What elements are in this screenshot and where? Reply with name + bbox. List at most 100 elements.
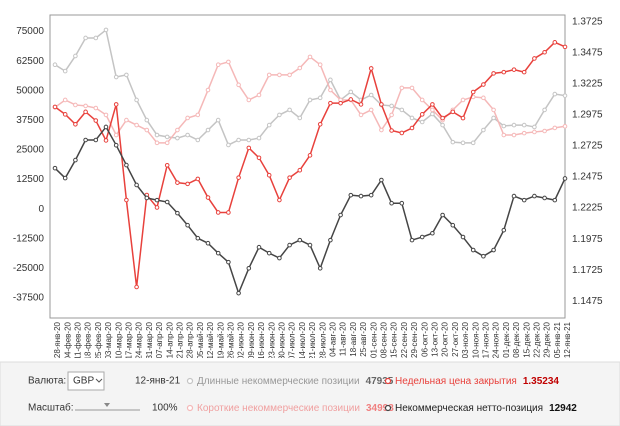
point bbox=[521, 69, 527, 75]
point bbox=[226, 210, 231, 215]
point bbox=[532, 129, 537, 135]
point bbox=[124, 197, 129, 203]
point bbox=[368, 192, 374, 198]
point bbox=[144, 195, 150, 201]
point bbox=[430, 102, 435, 107]
point bbox=[93, 118, 99, 123]
x-labels: 28-янв-20 04-фев-20 11-фев-20 18-фев-20 25-ф… bbox=[53, 321, 572, 360]
legend-entry: Короткие некоммерческие позиции 34993 bbox=[197, 403, 394, 414]
point bbox=[481, 253, 486, 259]
point bbox=[542, 107, 547, 113]
point bbox=[164, 199, 170, 205]
x-tick-label: 10-ноя-20 bbox=[471, 321, 480, 358]
x-tick-label: 28-апр-20 bbox=[186, 321, 195, 358]
point bbox=[113, 102, 119, 107]
y-tick-label: 37500 bbox=[16, 115, 44, 126]
point bbox=[491, 247, 496, 253]
point bbox=[562, 176, 568, 181]
legend-label: Недельная цена закрытия bbox=[395, 376, 517, 387]
y-tick-label: 62500 bbox=[16, 56, 44, 67]
point bbox=[175, 210, 180, 216]
y-tick-label: 75000 bbox=[16, 26, 44, 37]
x-tick-label: 08-дек-20 bbox=[512, 321, 521, 357]
x-tick-label: 02-июн-20 bbox=[237, 321, 246, 360]
point bbox=[491, 71, 496, 76]
point bbox=[419, 119, 425, 125]
point bbox=[144, 117, 150, 123]
x-tick-label: 03-мар-20 bbox=[104, 321, 113, 359]
x-tick-label: 24-мар-20 bbox=[135, 321, 144, 359]
x-tick-label: 15-сен-20 bbox=[390, 321, 399, 358]
x-tick-label: 26-май-20 bbox=[227, 321, 236, 359]
point bbox=[113, 132, 119, 138]
point bbox=[307, 242, 313, 248]
point bbox=[481, 127, 486, 133]
point bbox=[277, 255, 282, 261]
point bbox=[450, 222, 456, 228]
point bbox=[287, 72, 292, 78]
point bbox=[552, 197, 558, 203]
point bbox=[389, 103, 394, 109]
x-tick-label: 11-авг-20 bbox=[339, 321, 348, 356]
point bbox=[185, 115, 190, 121]
point bbox=[409, 237, 415, 243]
currency-select[interactable] bbox=[67, 371, 105, 391]
x-tick-label: 14-апр-20 bbox=[165, 321, 174, 358]
currency-label: Валюта: bbox=[28, 376, 66, 387]
point bbox=[195, 112, 201, 118]
point bbox=[154, 197, 160, 203]
legend-value: 12942 bbox=[549, 403, 577, 414]
point bbox=[328, 237, 333, 243]
point bbox=[542, 195, 547, 201]
point bbox=[511, 122, 517, 128]
point bbox=[542, 128, 547, 134]
point bbox=[52, 165, 58, 171]
point bbox=[215, 62, 221, 68]
point bbox=[277, 112, 282, 118]
point bbox=[226, 59, 231, 65]
point bbox=[113, 74, 119, 80]
x-tick-label: 15-дек-20 bbox=[522, 321, 531, 357]
slider-handle[interactable] bbox=[104, 403, 110, 407]
y2-tick-label: 1.3225 bbox=[572, 79, 603, 90]
point bbox=[491, 107, 496, 113]
point bbox=[532, 193, 537, 199]
y2-tick-label: 1.1725 bbox=[572, 265, 603, 276]
point bbox=[562, 93, 568, 98]
point bbox=[134, 122, 139, 128]
point bbox=[175, 135, 180, 141]
point bbox=[185, 181, 190, 187]
x-tick-label: 24-ноя-20 bbox=[492, 321, 501, 358]
point bbox=[440, 212, 445, 218]
point bbox=[154, 205, 160, 210]
x-tick-label: 04-авг-20 bbox=[329, 321, 338, 356]
point bbox=[338, 212, 343, 218]
x-tick-label: 07-июл-20 bbox=[288, 321, 297, 360]
y-tick-label: -37500 bbox=[13, 293, 45, 304]
point bbox=[124, 72, 129, 78]
point bbox=[470, 89, 476, 95]
point bbox=[62, 97, 68, 103]
point bbox=[328, 87, 333, 93]
point bbox=[470, 140, 476, 146]
x-tick-label: 31-мар-20 bbox=[145, 321, 154, 359]
point bbox=[103, 124, 109, 130]
point bbox=[348, 89, 354, 95]
scale-label: Масштаб: bbox=[28, 402, 74, 414]
point bbox=[450, 109, 456, 115]
point bbox=[419, 112, 425, 117]
x-tick-label: 23-июн-20 bbox=[267, 321, 276, 360]
point bbox=[511, 132, 517, 138]
point bbox=[542, 49, 547, 55]
legend-marker bbox=[186, 404, 194, 412]
point bbox=[307, 97, 313, 103]
legend-entry: Некоммерческая нетто-позиция 12942 bbox=[395, 403, 577, 414]
point bbox=[246, 265, 252, 271]
currency-value[interactable]: GBP bbox=[73, 376, 94, 387]
x-tick-label: 10-мар-20 bbox=[114, 321, 123, 359]
x-tick-label: 09-июн-20 bbox=[247, 321, 256, 360]
point bbox=[83, 137, 88, 143]
point bbox=[399, 130, 405, 136]
point bbox=[389, 200, 394, 206]
point bbox=[83, 35, 88, 41]
